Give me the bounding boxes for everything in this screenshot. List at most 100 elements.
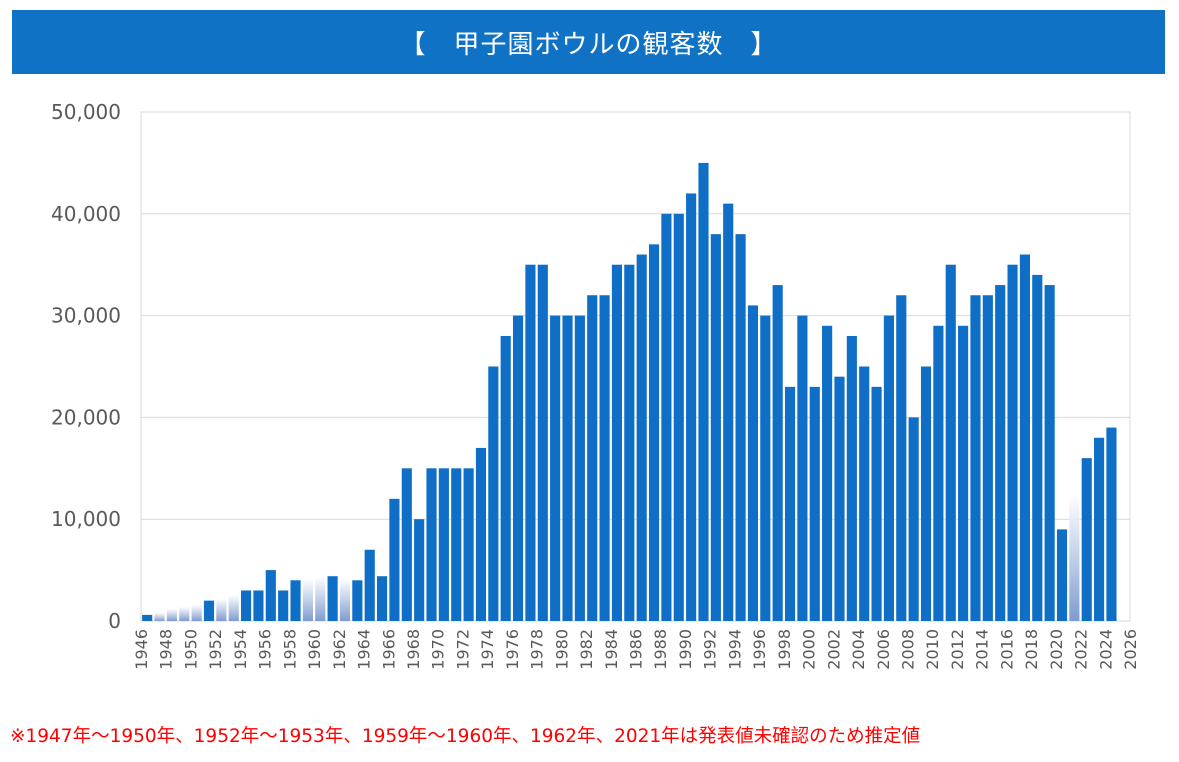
x-tick-label: 1992	[701, 629, 720, 670]
x-tick-label: 1990	[676, 629, 695, 670]
x-tick-label: 1982	[577, 629, 596, 670]
bar	[933, 325, 944, 621]
x-tick-label: 1996	[750, 629, 769, 670]
bar	[290, 580, 301, 621]
bar	[587, 295, 598, 621]
bar-estimated	[302, 578, 313, 621]
x-tick-label: 1986	[627, 629, 646, 670]
x-tick-label: 2006	[874, 629, 893, 670]
x-tick-label: 2000	[800, 629, 819, 670]
bar-estimated	[1069, 493, 1080, 621]
bar	[995, 285, 1006, 621]
bar	[648, 244, 660, 621]
bar	[611, 264, 623, 621]
x-tick-label: 1952	[206, 629, 225, 670]
x-tick-label: 2012	[948, 629, 967, 670]
bar	[784, 386, 796, 621]
bar	[451, 468, 462, 621]
x-tick-label: 2002	[824, 629, 843, 670]
y-tick-label: 40,000	[51, 202, 121, 226]
x-tick-label: 1946	[132, 629, 151, 670]
x-tick-label: 1974	[478, 629, 497, 670]
bar-estimated	[154, 612, 165, 621]
bar	[426, 468, 437, 621]
x-tick-label: 1984	[602, 629, 621, 670]
x-tick-label: 1994	[725, 629, 744, 670]
bar	[438, 468, 449, 621]
bar-estimated	[191, 604, 202, 621]
x-tick-label: 2026	[1121, 629, 1140, 670]
bar	[859, 366, 870, 621]
y-tick-label: 30,000	[51, 304, 121, 328]
x-tick-label: 2004	[849, 629, 868, 670]
x-tick-label: 2024	[1096, 629, 1115, 670]
bar	[241, 590, 252, 621]
bar	[723, 203, 734, 621]
bar	[463, 468, 474, 621]
bars	[142, 162, 1117, 622]
x-tick-label: 1972	[453, 629, 472, 670]
bar	[1094, 437, 1105, 621]
bar	[253, 590, 264, 621]
x-tick-label: 1988	[651, 629, 670, 670]
x-tick-label: 1970	[429, 629, 448, 670]
x-tick-label: 1956	[256, 629, 275, 670]
bar	[265, 570, 276, 621]
x-tick-label: 1948	[157, 629, 176, 670]
bar	[203, 600, 215, 621]
bar	[1007, 264, 1018, 621]
bar	[488, 366, 499, 621]
bar-estimated	[315, 576, 326, 621]
bar	[698, 162, 709, 621]
bar	[574, 315, 585, 621]
bar	[945, 264, 956, 621]
bar	[772, 285, 783, 621]
bar	[883, 315, 894, 621]
bar	[958, 325, 969, 621]
x-tick-label: 2014	[973, 629, 992, 670]
x-tick-label: 2008	[898, 629, 917, 670]
x-tick-label: 1966	[379, 629, 398, 670]
bar	[735, 234, 746, 621]
x-tick-label: 1960	[305, 629, 324, 670]
bar	[401, 468, 412, 621]
y-tick-label: 20,000	[51, 405, 121, 429]
bar	[624, 264, 635, 621]
bar	[673, 213, 684, 622]
bar	[797, 315, 808, 621]
x-tick-label: 1962	[330, 629, 349, 670]
x-tick-label: 1978	[528, 629, 547, 670]
x-tick-label: 1968	[404, 629, 423, 670]
bar	[599, 295, 610, 621]
bar	[822, 325, 833, 621]
bar	[846, 335, 857, 621]
bar	[389, 498, 400, 621]
bar-estimated	[216, 598, 227, 621]
bar	[512, 315, 524, 621]
bar	[278, 590, 289, 621]
plot-area	[140, 111, 1131, 622]
bar	[352, 580, 363, 621]
x-axis-ticks: 1946 1948 1950 1952 1954 1956 1958 1960 1962 1964…	[132, 629, 1140, 670]
y-tick-label: 50,000	[51, 100, 121, 124]
x-tick-label: 1958	[280, 629, 299, 670]
bar	[686, 193, 697, 621]
bar-estimated	[179, 606, 190, 621]
bar	[142, 614, 153, 621]
bar	[908, 417, 919, 621]
bar	[475, 447, 487, 621]
x-tick-label: 1950	[181, 629, 200, 670]
x-tick-label: 2022	[1072, 629, 1091, 670]
bar	[1044, 285, 1055, 621]
y-tick-label: 0	[108, 609, 121, 633]
x-tick-label: 2020	[1047, 629, 1066, 670]
bar	[364, 549, 375, 621]
bar-estimated	[228, 594, 239, 621]
bar	[747, 305, 759, 621]
x-tick-label: 1976	[503, 629, 522, 670]
footnote: ※1947年～1950年、1952年～1953年、1959年～1960年、196…	[10, 726, 921, 747]
y-tick-label: 10,000	[51, 507, 121, 531]
bar	[809, 386, 820, 621]
bar	[525, 264, 536, 621]
bar	[500, 335, 511, 621]
